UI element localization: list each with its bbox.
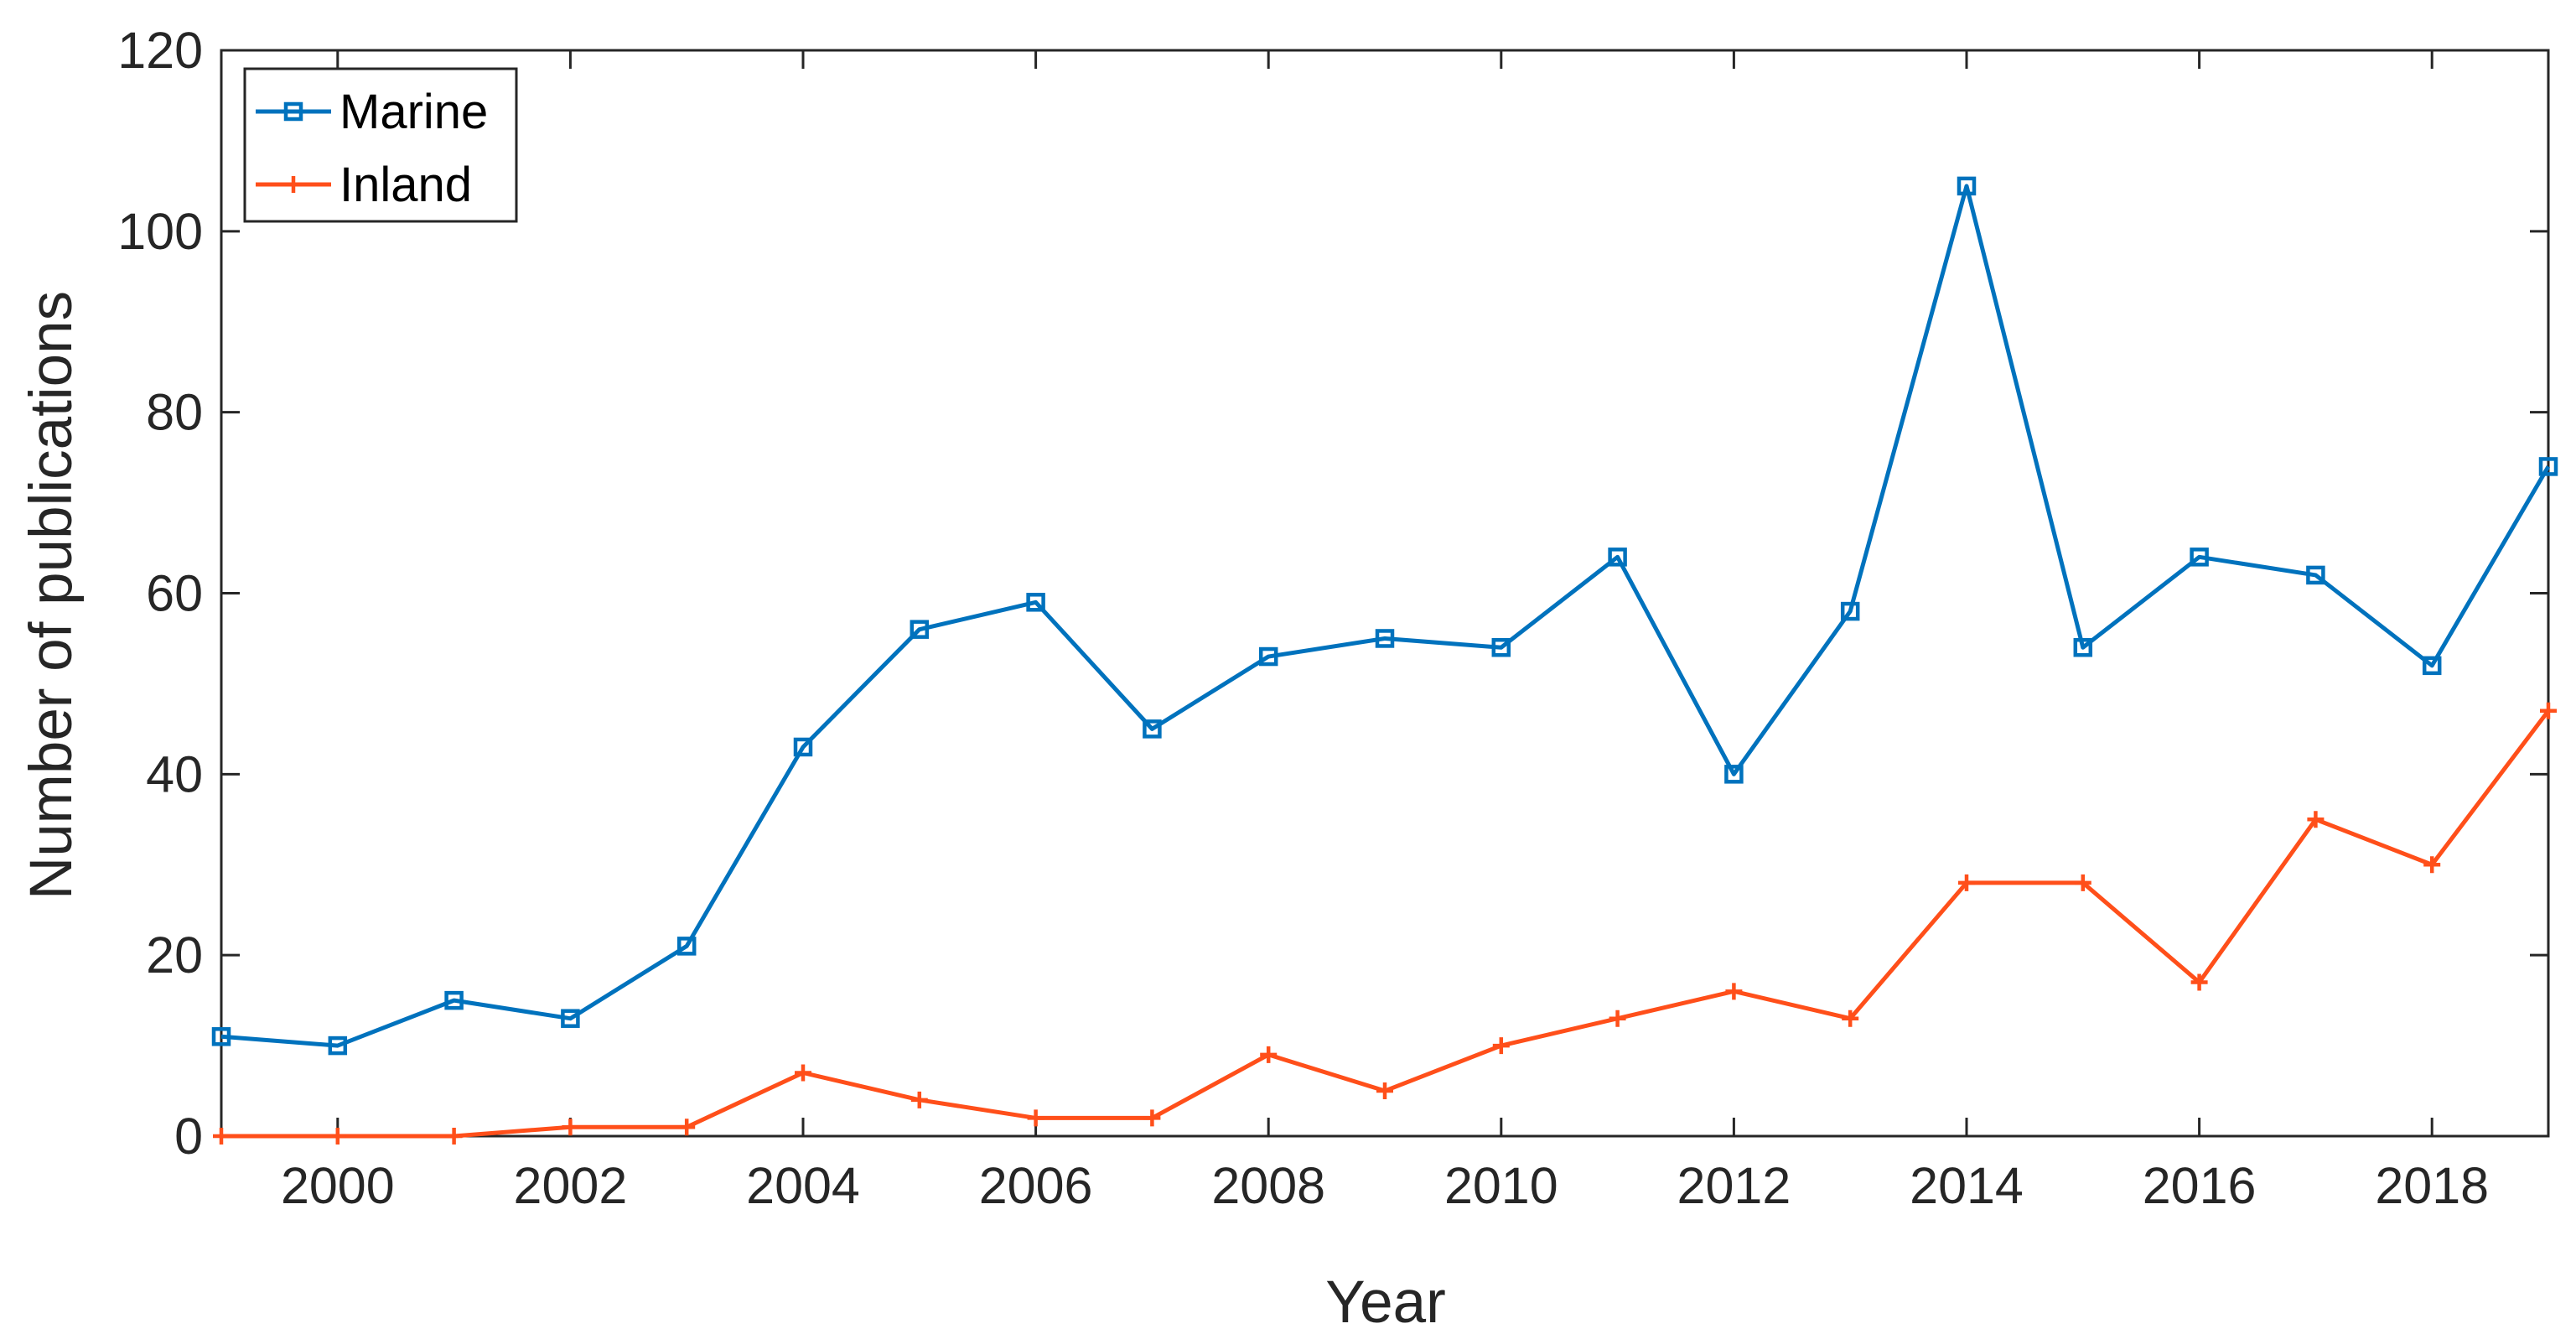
inland-point [2423,856,2441,874]
inland-point [329,1128,346,1145]
inland-point [562,1119,579,1136]
inland-point [1260,1046,1278,1063]
marine-point [910,620,930,639]
inland-point [1143,1109,1161,1127]
legend-label-marine: Marine [339,85,488,139]
x-tick-label: 2014 [1910,1157,2024,1214]
marine-point [1143,719,1162,739]
marine-point [2073,638,2093,657]
legend: Marine Inland [243,67,518,223]
plot-area [220,49,2550,1138]
marine-point [1724,765,1744,784]
x-axis: 2000 2002 2004 2006 2008 2010 2012 2014 2016 2018 [281,50,2489,1214]
inland-point [678,1119,696,1136]
marine-point [328,1036,348,1056]
marine-point [211,1027,231,1046]
marine-line [220,184,2551,1048]
marine-point [1258,646,1278,667]
marine-point [1957,176,1977,196]
x-tick-label: 2006 [979,1157,1093,1214]
inland-point [445,1128,463,1145]
marine-point [1840,601,1860,621]
marine-point [1491,638,1511,657]
legend-box [243,67,518,223]
y-tick-label: 60 [146,565,203,622]
inland-point [1842,1010,1859,1027]
inland-point [910,1091,928,1108]
inland-point [1376,1082,1393,1100]
x-tick-label: 2010 [1444,1157,1558,1214]
y-tick-label: 40 [146,745,203,802]
x-tick-label: 2008 [1211,1157,1325,1214]
marine-point [2422,656,2442,676]
inland-point [1725,983,1743,1000]
x-axis-label: Year [1325,1269,1445,1334]
inland-line [221,709,2550,1139]
inland-point [2190,973,2208,991]
inland-point [1958,874,1975,891]
y-tick-label: 80 [146,384,203,441]
marine-point [676,937,697,956]
marine-point [1026,593,1045,612]
x-tick-label: 2018 [2375,1157,2489,1214]
inland-point [1027,1109,1044,1127]
inland-point [2307,811,2325,828]
legend-label-inland: Inland [339,158,472,212]
inland-series [213,702,2557,1145]
y-axis-label: Number of publications [18,291,85,900]
inland-point [213,1128,230,1145]
x-tick-label: 2012 [1677,1157,1791,1214]
marine-point [1375,629,1395,648]
inland-point [2074,874,2091,891]
marine-point [2538,457,2558,476]
x-tick-label: 2002 [514,1157,628,1214]
y-tick-label: 0 [174,1108,203,1165]
plot-frame [220,49,2550,1138]
legend-marker-inland [285,176,302,193]
marine-point [2190,548,2209,567]
series-layer [211,176,2558,1145]
x-tick-label: 2016 [2143,1157,2257,1214]
inland-point [2540,702,2557,719]
x-tick-label: 2004 [746,1157,860,1214]
marine-point [2306,565,2325,585]
y-tick-label: 100 [117,203,203,260]
legend-marker-marine [283,101,303,122]
inland-point [795,1064,811,1082]
marine-point [793,737,813,757]
y-axis: 0 20 40 60 80 100 120 [117,22,2548,1165]
y-tick-label: 120 [117,22,203,79]
x-tick-label: 2000 [281,1157,395,1214]
marine-point [561,1009,580,1028]
marine-point [1608,548,1627,567]
inland-point [1492,1037,1510,1055]
inland-point [1609,1010,1626,1027]
y-tick-label: 20 [146,927,203,984]
marine-point [444,990,464,1010]
marine-series [211,176,2558,1056]
